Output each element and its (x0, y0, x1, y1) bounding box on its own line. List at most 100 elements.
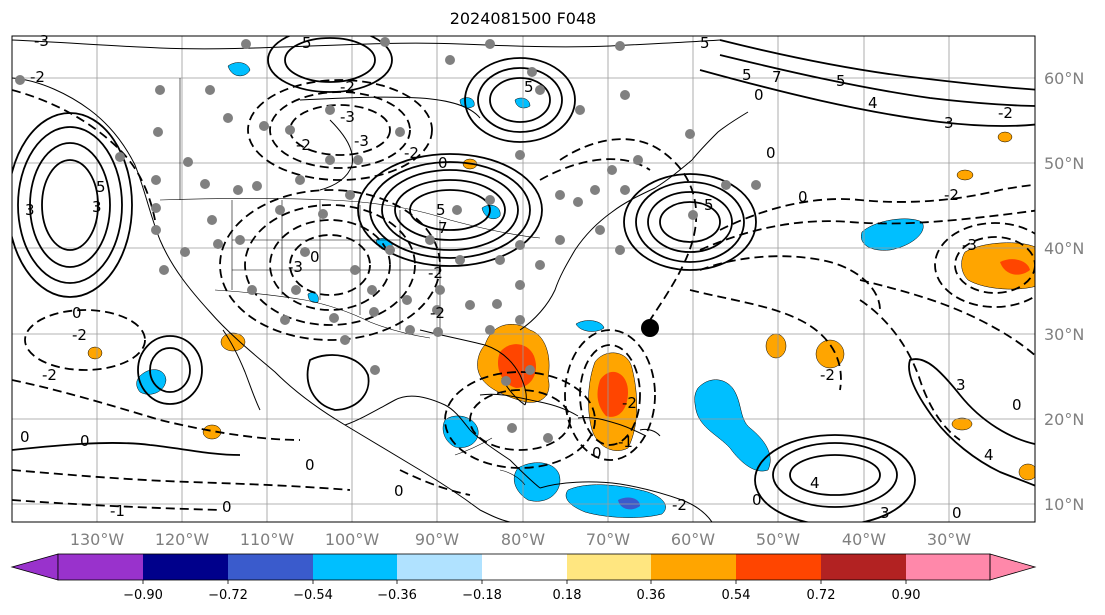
colorbar-extend-high (989, 553, 1037, 581)
contour-label: 3 (880, 504, 890, 522)
lat-label: 30°N (1044, 325, 1084, 344)
colorbar-segment (567, 554, 651, 580)
contour-label: 4 (810, 474, 820, 492)
contour-label: 0 (222, 498, 232, 516)
colorbar-segment (906, 554, 990, 580)
contour-label: -3 (354, 132, 369, 150)
contour-label: 7 (772, 68, 782, 86)
lon-label: 50°W (756, 530, 800, 549)
colorbar-tick-label: −0.90 (123, 588, 163, 603)
latitude-labels: 60°N 50°N 40°N 30°N 20°N 10°N (1044, 69, 1084, 514)
contour-label: -2 (30, 68, 45, 86)
contour-label: -3 (340, 108, 355, 126)
contour-label: -2 (672, 496, 687, 514)
contour-label: -2 (428, 264, 443, 282)
contour-label: 5 (96, 178, 106, 196)
contour-label: 0 (592, 444, 602, 462)
lat-label: 40°N (1044, 239, 1084, 258)
lon-label: 120°W (155, 530, 210, 549)
colorbar-tick-label: −0.54 (293, 588, 333, 603)
colorbar-frame (57, 553, 991, 581)
colorbar-tick-label: 0.54 (722, 588, 751, 603)
lon-label: 130°W (70, 530, 125, 549)
contour-label: 0 (766, 144, 776, 162)
contour-labels: 5 3 3 5 7 5 -3 -3 0 -3 -2 5 -2 5 5 5 7 5… (20, 32, 1022, 522)
map-title: 2024081500 F048 (449, 9, 597, 28)
contour-label: -2 (72, 326, 87, 344)
contour-label: -2 (820, 366, 835, 384)
lat-label: 10°N (1044, 495, 1084, 514)
colorbar-segment (651, 554, 736, 580)
colorbar-tick-label: 0.18 (553, 588, 582, 603)
contour-label: 4 (984, 446, 994, 464)
contour-label: 3 (92, 198, 102, 216)
contour-label: 7 (438, 219, 448, 237)
contour-label: -3 (962, 236, 977, 254)
contour-label: -2 (944, 186, 959, 204)
longitude-labels: 130°W 120°W 110°W 100°W 90°W 80°W 70°W 6… (70, 530, 971, 549)
contour-label: -3 (288, 258, 303, 276)
colorbar-segment (143, 554, 228, 580)
contour-label: 0 (798, 188, 808, 206)
contour-label: 3 (956, 376, 966, 394)
lon-label: 70°W (586, 530, 630, 549)
contour-label: 5 (700, 34, 710, 52)
contour-label: -2 (430, 304, 445, 322)
contour-label: -1 (618, 433, 633, 451)
lat-label: 50°N (1044, 154, 1084, 173)
colorbar-tick-label: 0.72 (807, 588, 836, 603)
lon-label: 90°W (415, 530, 459, 549)
lat-label: 20°N (1044, 410, 1084, 429)
contour-label: 5 (436, 201, 446, 219)
contour-label: -3 (34, 32, 49, 50)
anomaly-shading (87, 62, 1035, 518)
contour-label: 0 (1012, 396, 1022, 414)
map-frame (11, 35, 1036, 523)
lon-label: 110°W (240, 530, 295, 549)
contour-label: 5 (524, 78, 534, 96)
contour-label: -2 (404, 144, 419, 162)
colorbar-segment (58, 554, 143, 580)
contour-label: 0 (752, 491, 762, 509)
contour-label: -2 (296, 136, 311, 154)
lon-label: 80°W (501, 530, 545, 549)
contour-label: 5 (302, 34, 312, 52)
lon-label: 30°W (927, 530, 971, 549)
contour-label: 0 (310, 248, 320, 266)
contour-label: -2 (622, 394, 637, 412)
contour-label: 3 (944, 114, 954, 132)
colorbar-tick-label: 0.36 (637, 588, 666, 603)
contour-label: 3 (25, 201, 35, 219)
contour-label: 0 (20, 428, 30, 446)
observation-dots (15, 37, 761, 443)
contour-label: -2 (42, 366, 57, 384)
contour-label: 0 (438, 154, 448, 172)
location-marker (641, 319, 659, 337)
colorbar-tick-label: 0.90 (892, 588, 921, 603)
contour-label: 5 (836, 72, 846, 90)
colorbar-segment (313, 554, 397, 580)
contour-label: 0 (394, 482, 404, 500)
contour-label: 0 (72, 304, 82, 322)
colorbar-segment (482, 554, 567, 580)
colorbar-tick-label: −0.18 (462, 588, 502, 603)
lat-label: 60°N (1044, 69, 1084, 88)
contour-label: 5 (742, 66, 752, 84)
contour-label: -2 (998, 104, 1013, 122)
colorbar-segment (821, 554, 906, 580)
contour-label: -2 (340, 78, 355, 96)
contour-label: 0 (952, 504, 962, 522)
colorbar-extend-low (10, 553, 59, 581)
contour-label: 0 (754, 86, 764, 104)
colorbar: −0.90 −0.72 −0.54 −0.36 −0.18 0.18 0.36 … (10, 553, 1037, 603)
lon-label: 60°W (671, 530, 715, 549)
contour-label: 0 (305, 456, 315, 474)
colorbar-tick-label: −0.36 (377, 588, 417, 603)
contour-label: 4 (868, 94, 878, 112)
colorbar-tick-label: −0.72 (208, 588, 248, 603)
lon-label: 100°W (325, 530, 380, 549)
contour-label: 5 (704, 196, 714, 214)
colorbar-segment (736, 554, 821, 580)
contour-label: 0 (80, 432, 90, 450)
